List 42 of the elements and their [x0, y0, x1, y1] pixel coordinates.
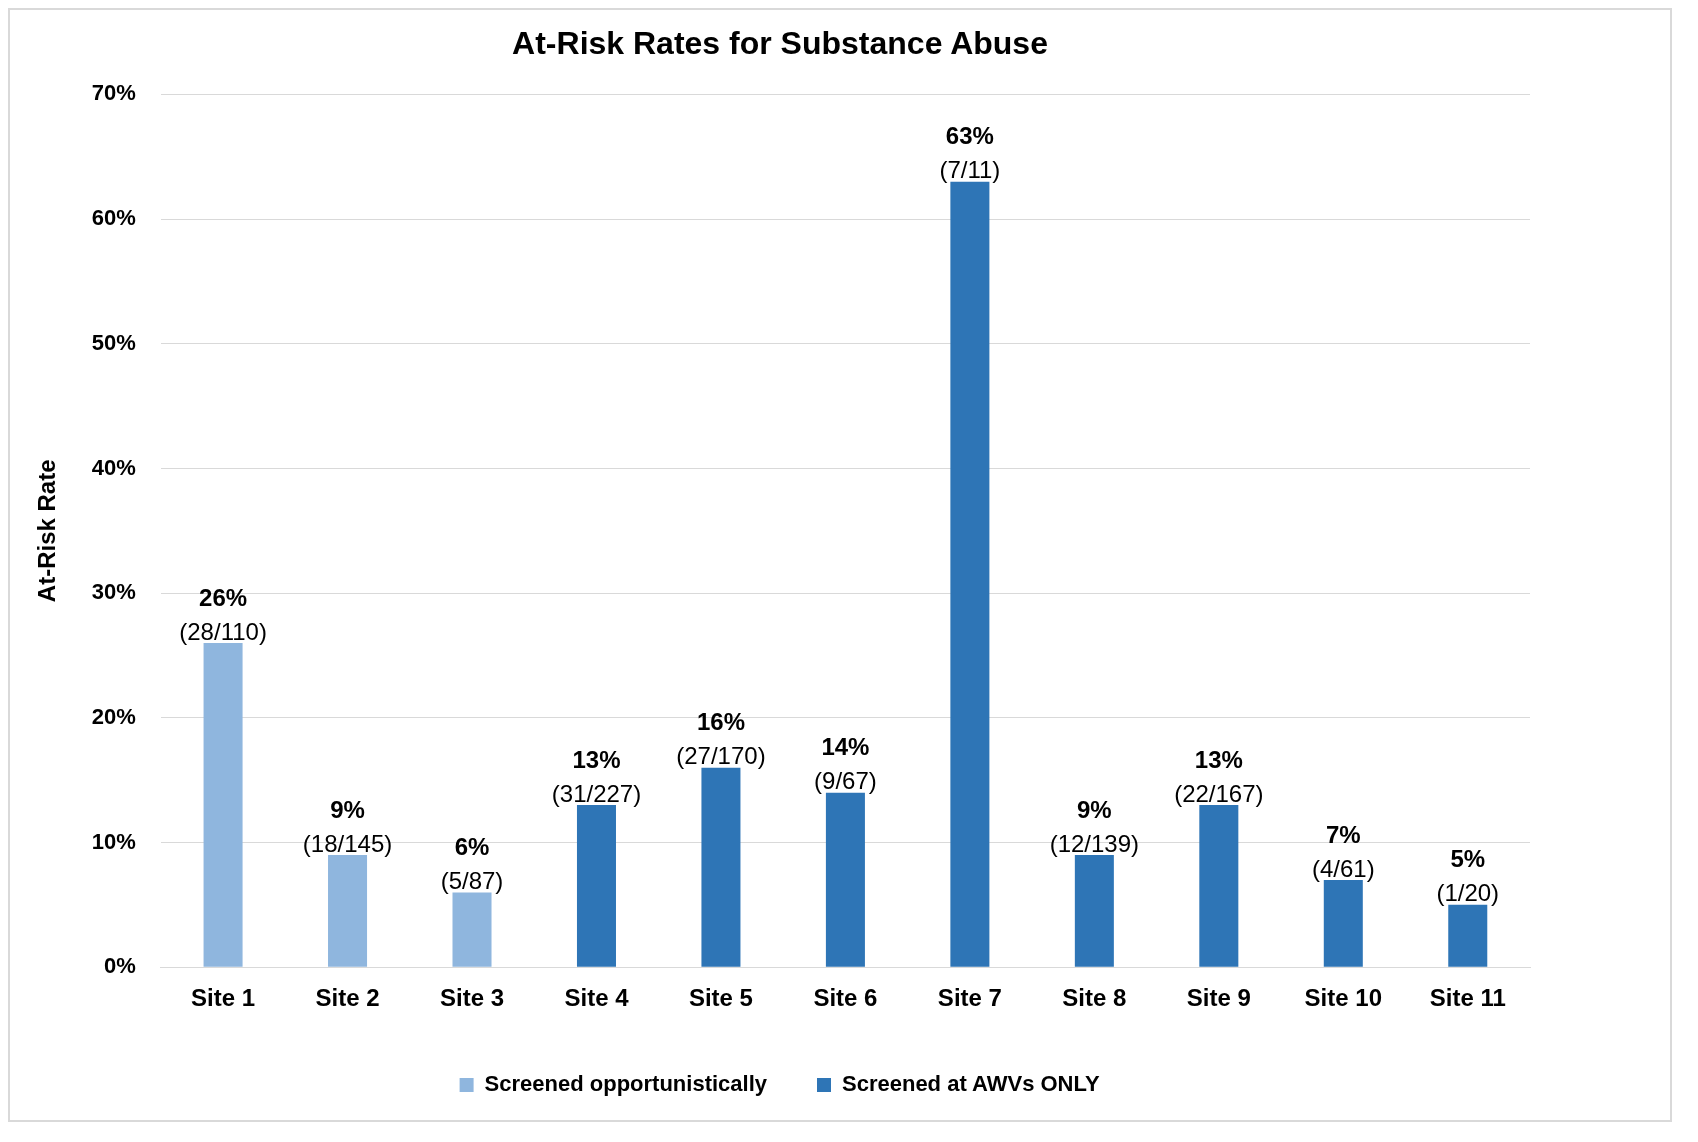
legend-label: Screened opportunistically [484, 1071, 768, 1097]
y-axis-title: At-Risk Rate [33, 459, 61, 603]
y-tick-label: 60% [91, 205, 136, 231]
bar [576, 805, 616, 967]
bar [950, 181, 990, 967]
x-tick-label: Site 6 [813, 984, 878, 1012]
data-label: 14% (9/67) [814, 733, 877, 795]
bar [701, 767, 741, 967]
x-tick-label: Site 3 [439, 984, 505, 1012]
chart-title: At-Risk Rates for Substance Abuse [512, 25, 1048, 62]
data-label: 13% (22/167) [1174, 745, 1264, 807]
y-tick-label: 30% [91, 579, 136, 605]
data-label: 9% (18/145) [302, 795, 393, 857]
y-tick-label: 10% [91, 828, 136, 854]
data-label: 7% (4/61) [1311, 820, 1375, 882]
bar [203, 643, 243, 967]
bar [825, 792, 865, 967]
x-tick-label: Site 2 [315, 984, 380, 1012]
y-tick-label: 0% [104, 953, 136, 979]
data-label: 13% (31/227) [551, 745, 642, 807]
data-label: 6% (5/87) [440, 833, 504, 895]
y-tick-label: 70% [91, 80, 136, 106]
bar [452, 892, 492, 967]
bar [1199, 805, 1239, 967]
x-tick-label: Site 10 [1304, 984, 1382, 1012]
x-tick-label: Site 9 [1186, 984, 1251, 1012]
x-tick-label: Site 4 [564, 984, 630, 1012]
data-label: 26% (28/110) [179, 583, 267, 645]
x-tick-label: Site 7 [937, 984, 1002, 1012]
legend-label: Screened at AWVs ONLY [842, 1071, 1100, 1097]
y-tick-label: 40% [91, 454, 136, 480]
x-tick-label: Site 5 [688, 984, 753, 1012]
data-label: 5% (1/20) [1436, 845, 1500, 907]
data-label: 16% (27/170) [676, 708, 766, 770]
data-label: 9% (12/139) [1049, 795, 1140, 857]
data-label: 63% (7/11) [939, 122, 1001, 184]
y-tick-label: 20% [91, 703, 136, 729]
bar [1448, 904, 1488, 967]
x-tick-label: Site 1 [191, 984, 256, 1012]
x-tick-label: Site 11 [1429, 984, 1506, 1012]
x-tick-label: Site 8 [1062, 984, 1127, 1012]
y-tick-label: 50% [91, 329, 136, 355]
